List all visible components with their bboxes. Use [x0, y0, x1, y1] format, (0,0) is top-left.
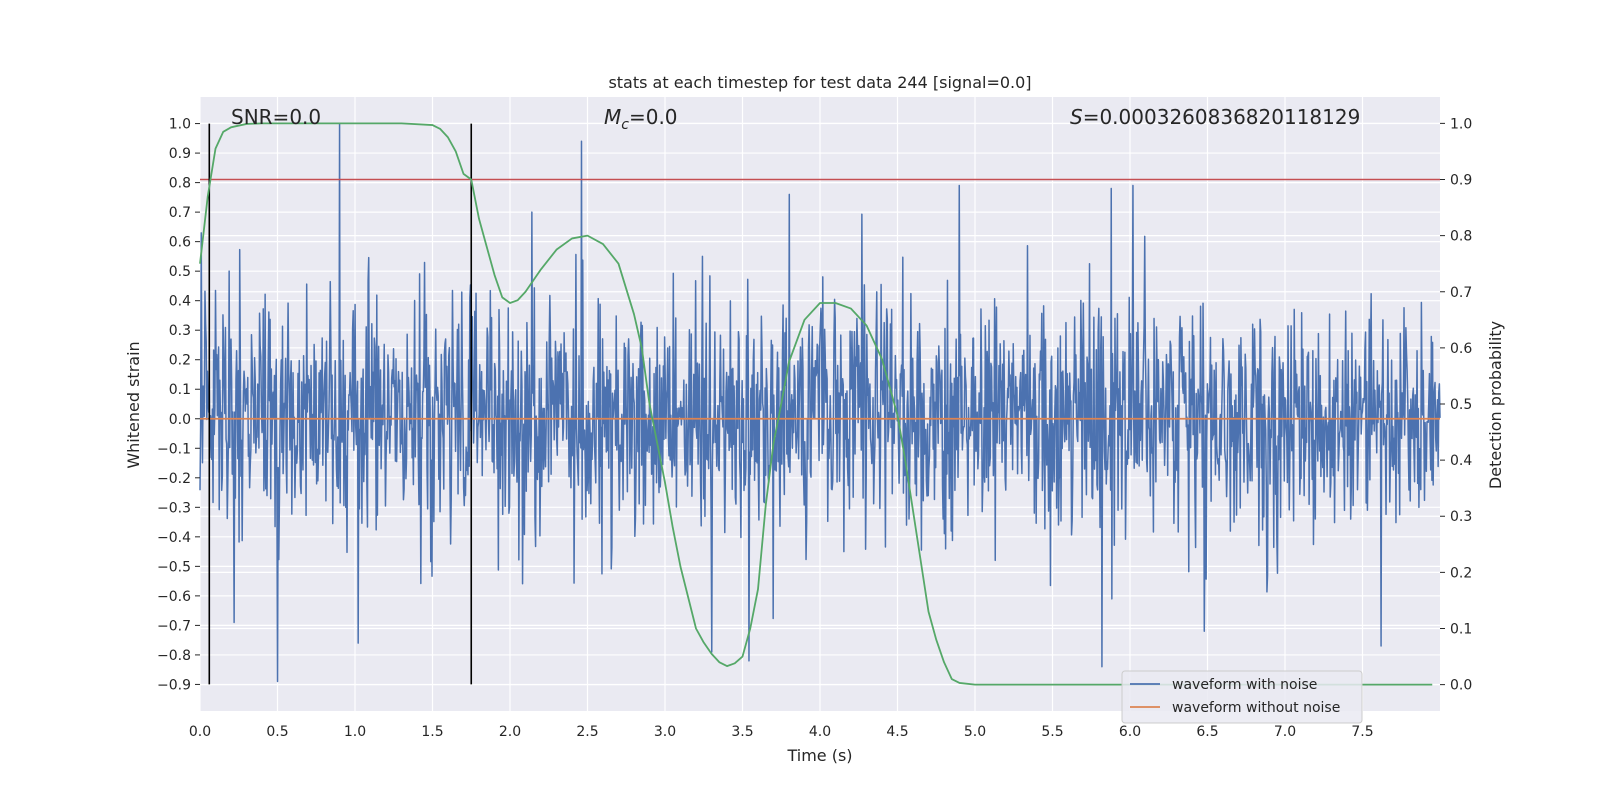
waveform-with-noise: [199, 122, 1441, 683]
y-right-tick-label: 0.0: [1450, 678, 1472, 694]
y-tick-label: 1.0: [169, 117, 191, 133]
x-tick-label: 5.0: [964, 724, 986, 740]
y-tick-label: −0.3: [157, 500, 191, 516]
y-tick-label: 0.0: [169, 412, 191, 428]
x-axis-ticks: 0.0 0.5 1.0 1.5 2.0 2.5 3.0 3.5 4.0 4.5 5.0 5.5 6.0 6…: [189, 724, 1374, 740]
y-right-tick-label: 0.3: [1450, 509, 1472, 525]
y-tick-label: 0.1: [169, 382, 191, 398]
noise-trace: [199, 122, 1441, 683]
mc-symbol: M: [604, 105, 621, 129]
x-tick-label: 7.5: [1351, 724, 1373, 740]
x-tick-label: 7.0: [1274, 724, 1296, 740]
y-tick-label: 0.4: [169, 294, 191, 310]
y-tick-label: −0.1: [157, 441, 191, 457]
y-tick-label: −0.5: [157, 559, 191, 575]
y-tick-label: −0.6: [157, 589, 191, 605]
s-annotation: S=0.0003260836820118129: [1070, 105, 1360, 129]
snr-annotation: SNR=0.0: [231, 105, 321, 129]
y-tick-label: −0.9: [157, 677, 191, 693]
x-tick-label: 3.0: [654, 724, 676, 740]
y-right-tick-label: 0.2: [1450, 565, 1472, 581]
s-value: =0.0003260836820118129: [1083, 105, 1361, 129]
x-tick-label: 2.0: [499, 724, 521, 740]
y-tick-label: 0.3: [169, 323, 191, 339]
x-axis-label: Time (s): [786, 746, 852, 765]
y-axis-label: Whitened strain: [124, 341, 143, 468]
y-right-tick-label: 0.5: [1450, 397, 1472, 413]
y-right-tick-label: 0.6: [1450, 341, 1472, 357]
y-tick-label: −0.2: [157, 471, 191, 487]
x-tick-label: 2.5: [576, 724, 598, 740]
chart-title: stats at each timestep for test data 244…: [608, 73, 1031, 92]
legend-box: [1121, 670, 1363, 724]
y-right-tick-label: 1.0: [1450, 116, 1472, 132]
y-tick-label: −0.8: [157, 648, 191, 664]
y-tick-label: −0.7: [157, 618, 191, 634]
overlay-lines: [199, 122, 1440, 686]
y-tick-label: 0.7: [169, 205, 191, 221]
y-right-tick-label: 0.9: [1450, 173, 1472, 189]
x-tick-label: 0.5: [266, 724, 288, 740]
y-tick-label: 0.5: [169, 264, 191, 280]
snr-value: 0.0: [289, 105, 321, 129]
x-tick-label: 4.5: [886, 724, 908, 740]
x-tick-label: 4.0: [809, 724, 831, 740]
mc-subscript: c: [621, 117, 629, 133]
y-axis-right-label: Detection probability: [1486, 321, 1505, 489]
x-tick-label: 5.5: [1041, 724, 1063, 740]
legend: waveform with noise waveform without noi…: [1121, 670, 1363, 724]
x-tick-label: 0.0: [189, 724, 211, 740]
y-tick-label: 0.9: [169, 146, 191, 162]
y-right-tick-label: 0.1: [1450, 621, 1472, 637]
y-tick-label: 0.8: [169, 176, 191, 192]
mc-value: =0.0: [629, 105, 678, 129]
x-tick-label: 3.5: [731, 724, 753, 740]
legend-label-noise: waveform with noise: [1172, 677, 1317, 693]
snr-prefix: SNR=: [231, 105, 289, 129]
y-tick-label: 0.2: [169, 353, 191, 369]
detection-probability-line: [199, 122, 1433, 686]
y-tick-label: 0.6: [169, 235, 191, 251]
x-tick-label: 6.0: [1119, 724, 1141, 740]
chirp-mass-annotation: Mc=0.0: [604, 105, 678, 133]
y-axis-ticks: 1.0 0.9 0.8 0.7 0.6 0.5 0.4 0.3 0.2 0.1 0.0 −0.1 −0.…: [157, 117, 200, 693]
x-tick-label: 6.5: [1196, 724, 1218, 740]
x-tick-label: 1.0: [344, 724, 366, 740]
y-tick-label: −0.4: [157, 530, 191, 546]
y-right-tick-label: 0.8: [1450, 229, 1472, 245]
y-axis-right-ticks: 1.0 0.9 0.8 0.7 0.6 0.5 0.4 0.3 0.2 0.1 0.0: [1440, 116, 1472, 694]
y-right-tick-label: 0.4: [1450, 453, 1472, 469]
y-right-tick-label: 0.7: [1450, 285, 1472, 301]
legend-label-clean: waveform without noise: [1172, 700, 1340, 716]
x-tick-label: 1.5: [421, 724, 443, 740]
s-symbol: S: [1070, 105, 1083, 129]
